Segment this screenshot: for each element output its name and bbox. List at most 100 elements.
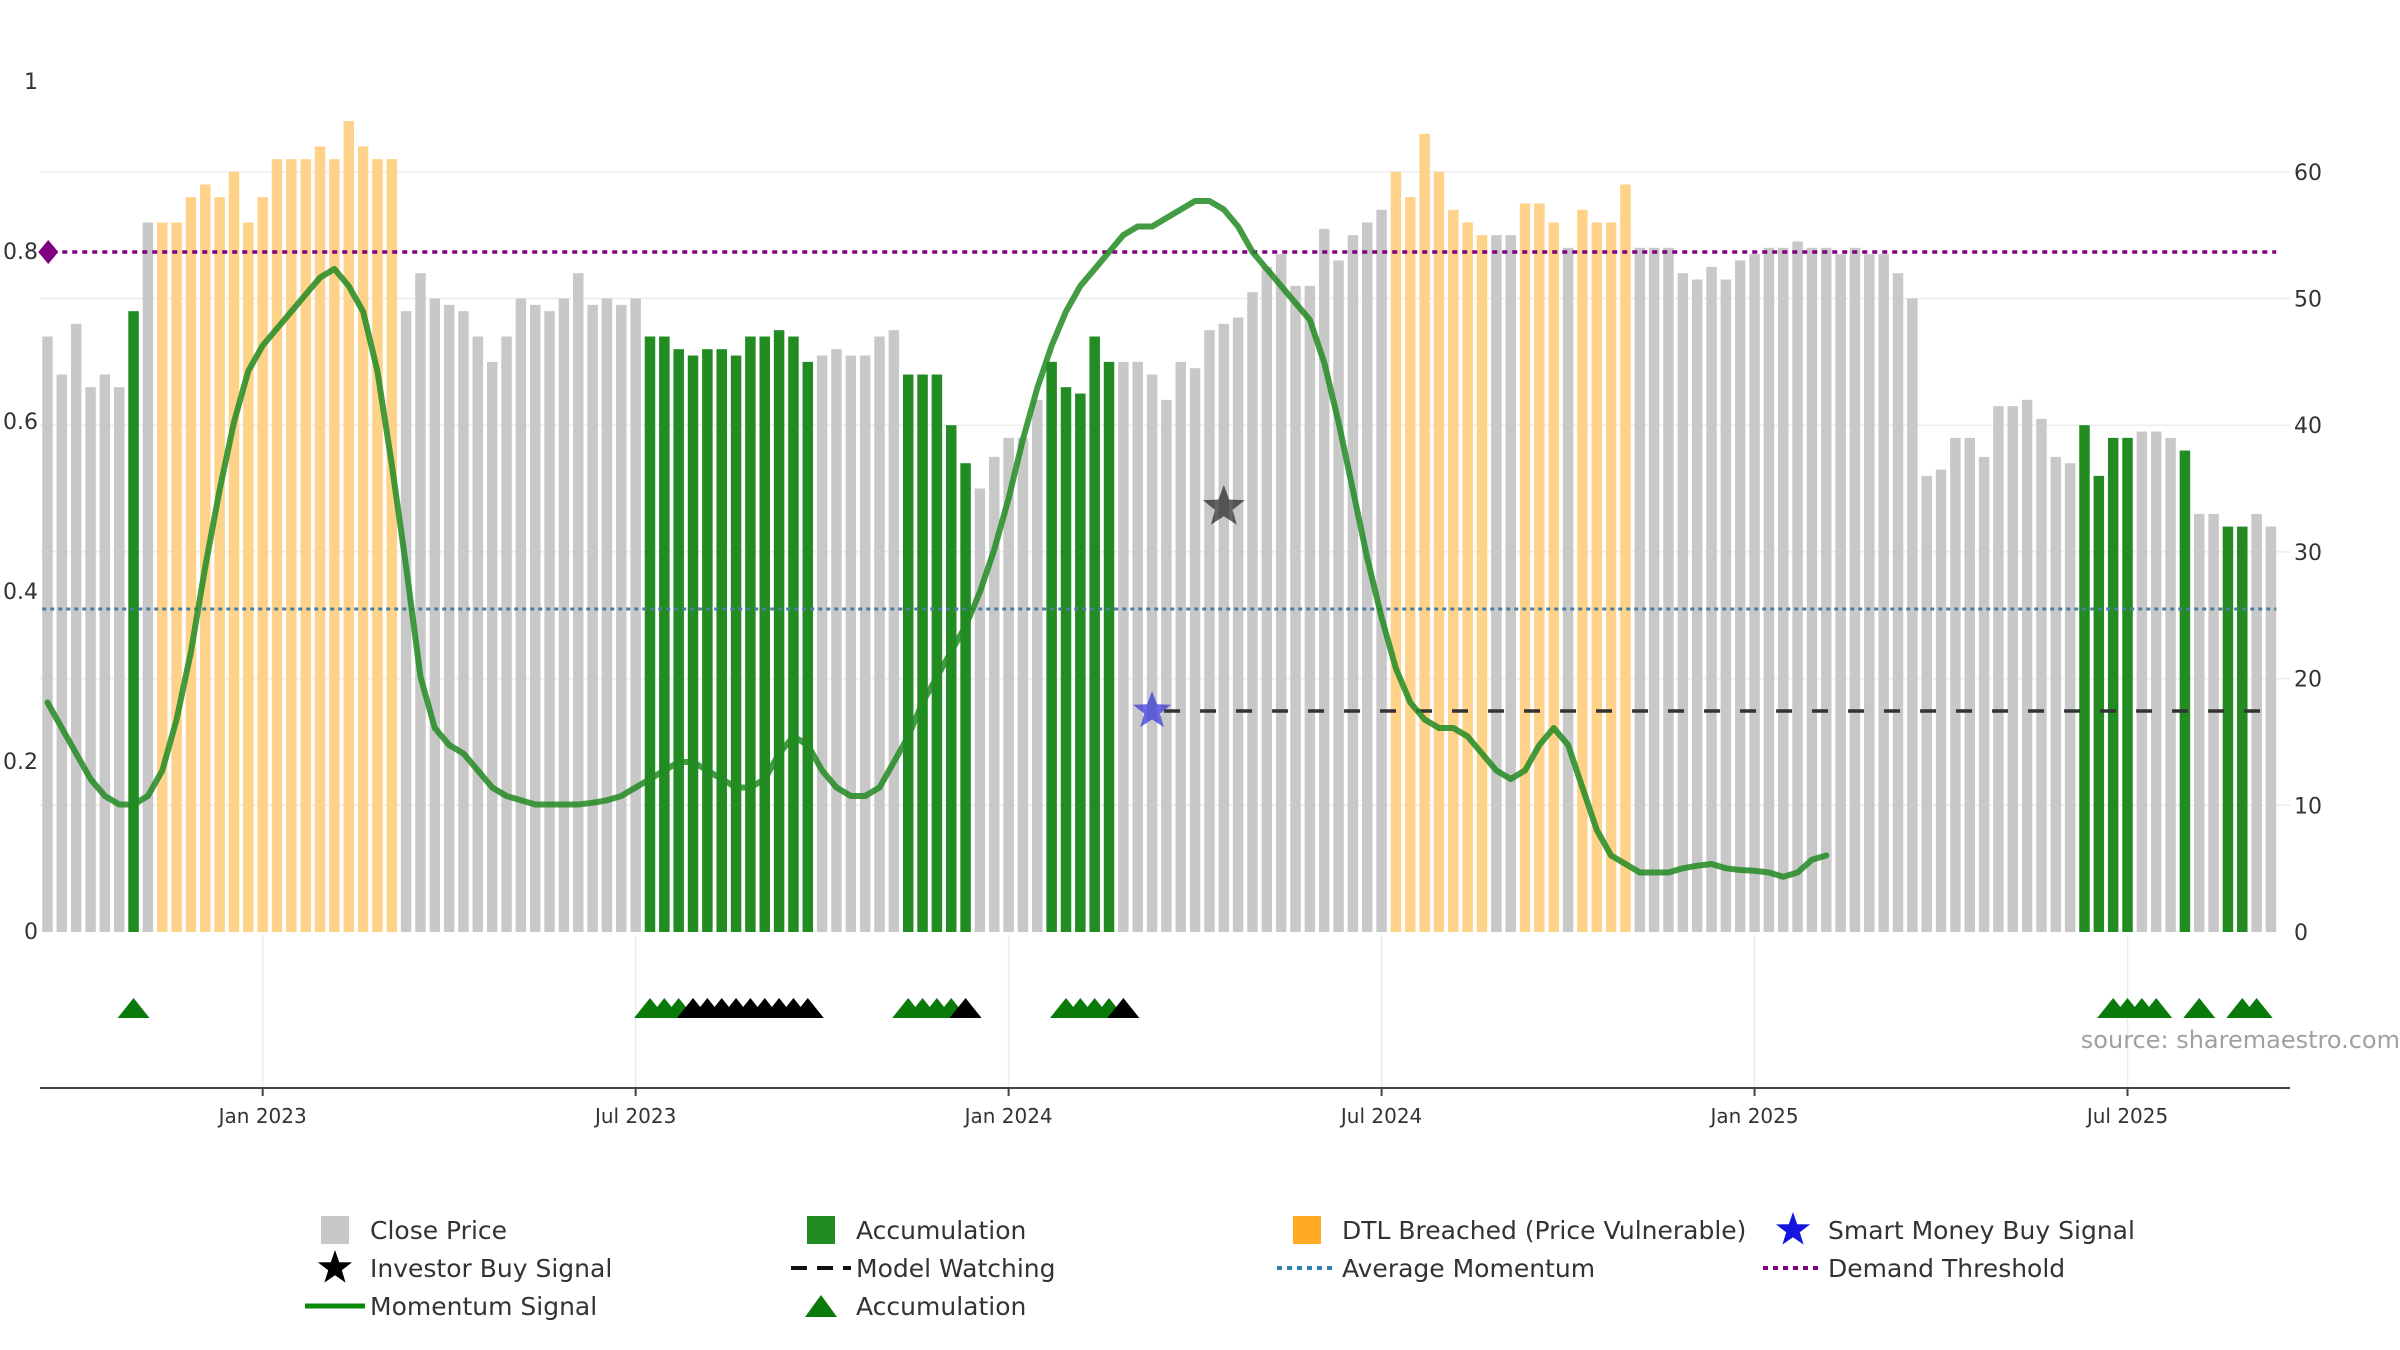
legend-green-line-icon: [300, 1288, 370, 1324]
accumulation-marker-icon: [949, 998, 982, 1018]
bar: [1290, 285, 1301, 933]
bar: [42, 336, 53, 932]
bar: [2093, 475, 2105, 932]
right-axis-tick-label: 50: [2294, 288, 2322, 313]
bar: [1763, 247, 1775, 932]
bar: [759, 336, 770, 932]
bar: [1247, 292, 1258, 932]
bar: [1892, 273, 1904, 932]
bar: [745, 336, 756, 932]
legend-label: DTL Breached (Price Vulnerable): [1342, 1215, 1747, 1245]
bar: [2208, 513, 2219, 932]
legend-orange-square-icon: [1272, 1212, 1342, 1248]
bar: [859, 355, 871, 932]
bar: [702, 349, 713, 932]
legend-label: Demand Threshold: [1828, 1253, 2066, 1283]
bar: [515, 298, 527, 932]
bar: [1720, 279, 1732, 932]
left-axis-tick-label: 0.8: [3, 240, 38, 265]
legend-black-dash-icon: [786, 1250, 856, 1286]
bar: [960, 463, 971, 932]
bar: [931, 374, 943, 932]
bar: [372, 159, 383, 932]
demand-threshold-diamond-icon: [38, 240, 59, 264]
bar: [1204, 330, 1215, 932]
legend-purple-dotted-icon: [1758, 1250, 1828, 1286]
bar: [2150, 431, 2162, 932]
right-axis-tick-label: 20: [2294, 668, 2322, 693]
bar: [1405, 197, 1416, 932]
bar: [558, 298, 570, 932]
bar: [1964, 437, 1975, 932]
bar: [1519, 203, 1531, 933]
bar: [1462, 222, 1473, 933]
bar: [2021, 399, 2033, 932]
bar: [773, 330, 785, 932]
bar: [2122, 437, 2133, 932]
bar: [1777, 247, 1789, 932]
bar: [1218, 323, 1230, 933]
left-axis-tick-label: 0.6: [3, 410, 38, 435]
bar: [1864, 254, 1875, 932]
legend-label: Accumulation: [856, 1291, 1027, 1321]
bar: [2194, 513, 2205, 932]
bar: [2007, 406, 2019, 932]
bar: [1075, 393, 1086, 932]
bar: [400, 311, 412, 932]
bar: [845, 355, 857, 932]
bar: [687, 355, 699, 932]
bar: [2265, 526, 2277, 932]
bar: [1476, 235, 1488, 932]
bar: [888, 330, 900, 932]
legend-black-star-icon: [300, 1250, 370, 1286]
bar: [70, 323, 82, 933]
bar: [1318, 228, 1330, 932]
bar: [142, 222, 154, 933]
bar: [544, 311, 555, 932]
bar: [2136, 431, 2148, 932]
bar: [659, 336, 670, 932]
legend-blue-star-icon: [1758, 1212, 1828, 1248]
right-axis-tick-label: 30: [2294, 541, 2322, 566]
bar: [113, 387, 125, 932]
bar: [1978, 456, 1990, 932]
bar: [601, 298, 613, 932]
bar: [1491, 235, 1502, 932]
bar: [573, 273, 584, 932]
left-axis-tick-label: 1: [24, 70, 38, 95]
chart-signals: [1133, 485, 1245, 728]
accumulation-marker-icon: [2140, 998, 2173, 1018]
bar: [1433, 171, 1445, 933]
legend-label: Close Price: [370, 1215, 508, 1245]
legend-gray-square-icon: [300, 1212, 370, 1248]
bar: [1691, 279, 1703, 932]
bar: [300, 159, 311, 932]
bar: [1419, 133, 1430, 933]
right-axis-tick-label: 0: [2294, 921, 2308, 946]
bar: [228, 171, 240, 933]
bar: [1003, 437, 1014, 932]
legend-label: Accumulation: [856, 1215, 1027, 1245]
legend-item-investor-buy: Investor Buy Signal: [300, 1250, 612, 1286]
bar: [730, 355, 742, 932]
bar: [1663, 247, 1674, 932]
bar: [1548, 222, 1559, 933]
legend-item-model-watching: Model Watching: [786, 1250, 1056, 1286]
bar: [1261, 266, 1273, 932]
bar: [1849, 247, 1861, 932]
bar: [1577, 209, 1588, 932]
bar: [2222, 526, 2234, 932]
bar: [917, 374, 928, 932]
bar: [1505, 235, 1516, 932]
bar: [157, 222, 168, 933]
bar: [989, 456, 1000, 932]
accumulation-marker-icon: [2240, 998, 2273, 1018]
right-axis-tick-label: 40: [2294, 414, 2322, 439]
bar: [429, 298, 441, 932]
accumulation-markers: [117, 998, 2273, 1018]
legend-label: Investor Buy Signal: [370, 1253, 613, 1283]
bar: [2050, 456, 2062, 932]
bar: [1275, 254, 1287, 932]
bar: [1921, 475, 1932, 932]
bar: [529, 304, 541, 933]
